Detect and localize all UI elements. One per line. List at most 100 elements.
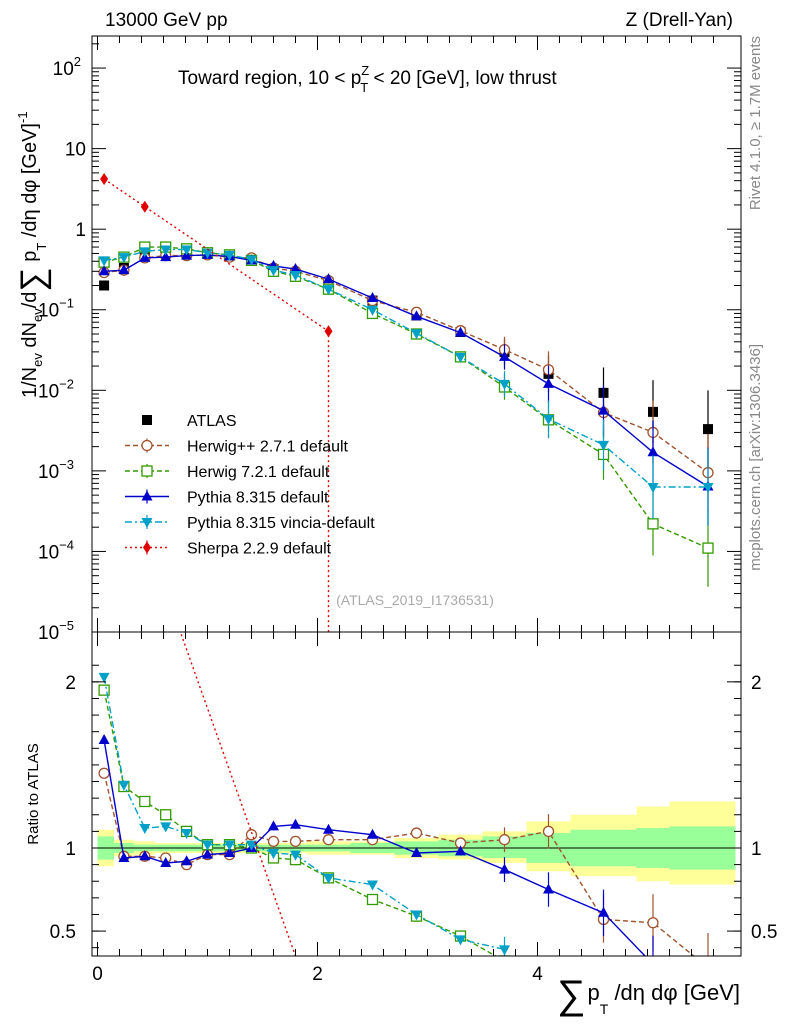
point-sherpa — [140, 200, 149, 213]
ratio-series-pythia — [98, 734, 659, 968]
point-sherpa — [100, 172, 109, 185]
ratio-point-pythia — [648, 958, 659, 968]
ratio-point-vincia — [139, 824, 151, 835]
point-vincia — [139, 247, 151, 258]
point-sherpa — [324, 325, 333, 338]
ratio-point-vincia — [290, 850, 301, 861]
main-x-ticks — [97, 36, 714, 632]
legend-marker — [142, 415, 152, 425]
mcplots-label: mcplots.cern.ch [arXiv:1306.3436] — [747, 344, 764, 571]
ratio-series-vincia — [98, 672, 510, 956]
ratio-point-vincia — [98, 672, 110, 683]
legend-label: Pythia 8.315 vincia-default — [187, 515, 375, 532]
legend-label: Pythia 8.315 default — [187, 490, 329, 507]
ratio-point-pythia — [543, 883, 554, 894]
ratio-point-pythia — [411, 846, 422, 857]
legend-marker — [143, 541, 151, 554]
series-vincia — [98, 245, 714, 526]
point-vincia — [499, 379, 510, 390]
ratio-series-herwig7 — [98, 684, 511, 956]
main-ytick-label: 1 — [75, 220, 86, 241]
legend-entry-atlas: ATLAS — [142, 413, 237, 430]
point-atlas — [703, 424, 713, 435]
series-line-sherpa — [103, 178, 330, 632]
legend-entry-herwigpp: Herwig++ 2.7.1 default — [125, 438, 349, 456]
ratio-point-herwigpp — [267, 835, 280, 848]
point-pythia — [598, 404, 609, 415]
main-data-layer — [98, 172, 714, 632]
point-vincia — [181, 245, 193, 256]
main-ytick-label: 10−5 — [38, 618, 74, 644]
ratio-point-vincia — [181, 829, 193, 840]
legend-entry-sherpa: Sherpa 2.2.9 default — [125, 540, 332, 558]
point-atlas — [99, 280, 110, 291]
ratio-panel: 0.5 0.5 1 1 2 2 0 2 4 Ratio to ATLAS ∑pT /dη dφ… — [25, 631, 777, 1017]
ratio-point-herwig7 — [498, 955, 511, 956]
point-vincia — [98, 256, 110, 267]
ratio-series-layer — [98, 632, 713, 973]
legend-label: Herwig 7.2.1 default — [187, 464, 330, 481]
legend-label: Herwig++ 2.7.1 default — [187, 439, 349, 456]
ratio-point-pythia — [139, 850, 151, 861]
point-pythia — [455, 326, 466, 337]
ratio-point-pythia — [160, 856, 172, 867]
ratio-point-vincia — [268, 848, 279, 859]
ratio-ytick-label: 0.5 — [50, 922, 76, 943]
main-panel: 102 10 1 10−1 10−2 10−3 10−4 10−5 Toward region… — [14, 35, 742, 644]
ratio-point-pythia — [224, 846, 235, 857]
analysis-watermark: (ATLAS_2019_I1736531) — [336, 592, 494, 608]
ratio-point-herwig7 — [139, 795, 151, 808]
ratio-xtick-label: 2 — [312, 964, 323, 985]
ratio-point-vincia — [160, 822, 172, 833]
point-vincia — [367, 305, 378, 316]
point-vincia — [455, 352, 466, 363]
ratio-point-herwigpp — [703, 963, 713, 973]
ratio-xtick-label: 0 — [92, 964, 103, 985]
ratio-xlabel: ∑pT /dη dφ [GeV] — [557, 973, 740, 1017]
ratio-point-herwigpp — [289, 835, 302, 848]
point-vincia — [323, 285, 334, 296]
ratio-data-layer — [92, 632, 741, 973]
point-pythia — [411, 310, 422, 321]
ratio-x-axis: 0 2 4 — [92, 632, 714, 985]
point-vincia — [268, 266, 279, 277]
ratio-ytick-label: 2 — [65, 673, 76, 694]
ratio-frame — [91, 631, 742, 957]
ratio-point-pythia — [118, 851, 130, 862]
ratio-ylabel: Ratio to ATLAS — [25, 743, 42, 844]
ratio-point-vincia — [323, 873, 334, 884]
legend-entry-herwig7: Herwig 7.2.1 default — [125, 464, 330, 481]
point-vincia — [160, 245, 172, 256]
ratio-point-vincia — [246, 840, 257, 851]
ratio-point-herwigpp — [410, 827, 423, 839]
ratio-series-herwigpp — [98, 767, 713, 973]
ratio-point-vincia — [224, 840, 235, 851]
point-vincia — [702, 483, 714, 494]
ratio-point-pythia — [598, 906, 609, 917]
point-pythia — [118, 264, 130, 275]
ratio-point-pythia — [323, 823, 334, 834]
legend-marker — [141, 518, 153, 528]
ratio-point-pythia — [290, 818, 301, 829]
main-ytick-label: 10−4 — [38, 537, 74, 563]
point-herwig7 — [647, 518, 659, 530]
point-vincia — [202, 248, 213, 259]
point-pythia — [499, 350, 510, 361]
ratio-point-vincia — [455, 935, 466, 946]
ratio-point-herwigpp — [98, 767, 110, 779]
main-ytick-label: 102 — [53, 54, 81, 80]
ratio-point-herwigpp — [245, 829, 258, 841]
rivet-label: Rivet 4.1.0, ≥ 1.7M events — [747, 36, 764, 210]
ratio-point-herwigpp — [322, 834, 335, 846]
point-pythia — [543, 377, 554, 388]
ratio-point-vincia — [118, 780, 130, 791]
point-pythia — [160, 251, 172, 262]
ratio-point-herwig7 — [366, 893, 379, 906]
legend: ATLAS Herwig++ 2.7.1 default Herwig 7.2.1 … — [125, 413, 375, 558]
legend-marker — [141, 490, 153, 501]
legend-entry-vincia: Pythia 8.315 vincia-default — [125, 515, 375, 532]
ratio-point-pythia — [367, 828, 378, 839]
ratio-point-pythia — [181, 855, 193, 866]
ratio-point-vincia — [367, 880, 378, 891]
legend-marker — [141, 439, 153, 452]
